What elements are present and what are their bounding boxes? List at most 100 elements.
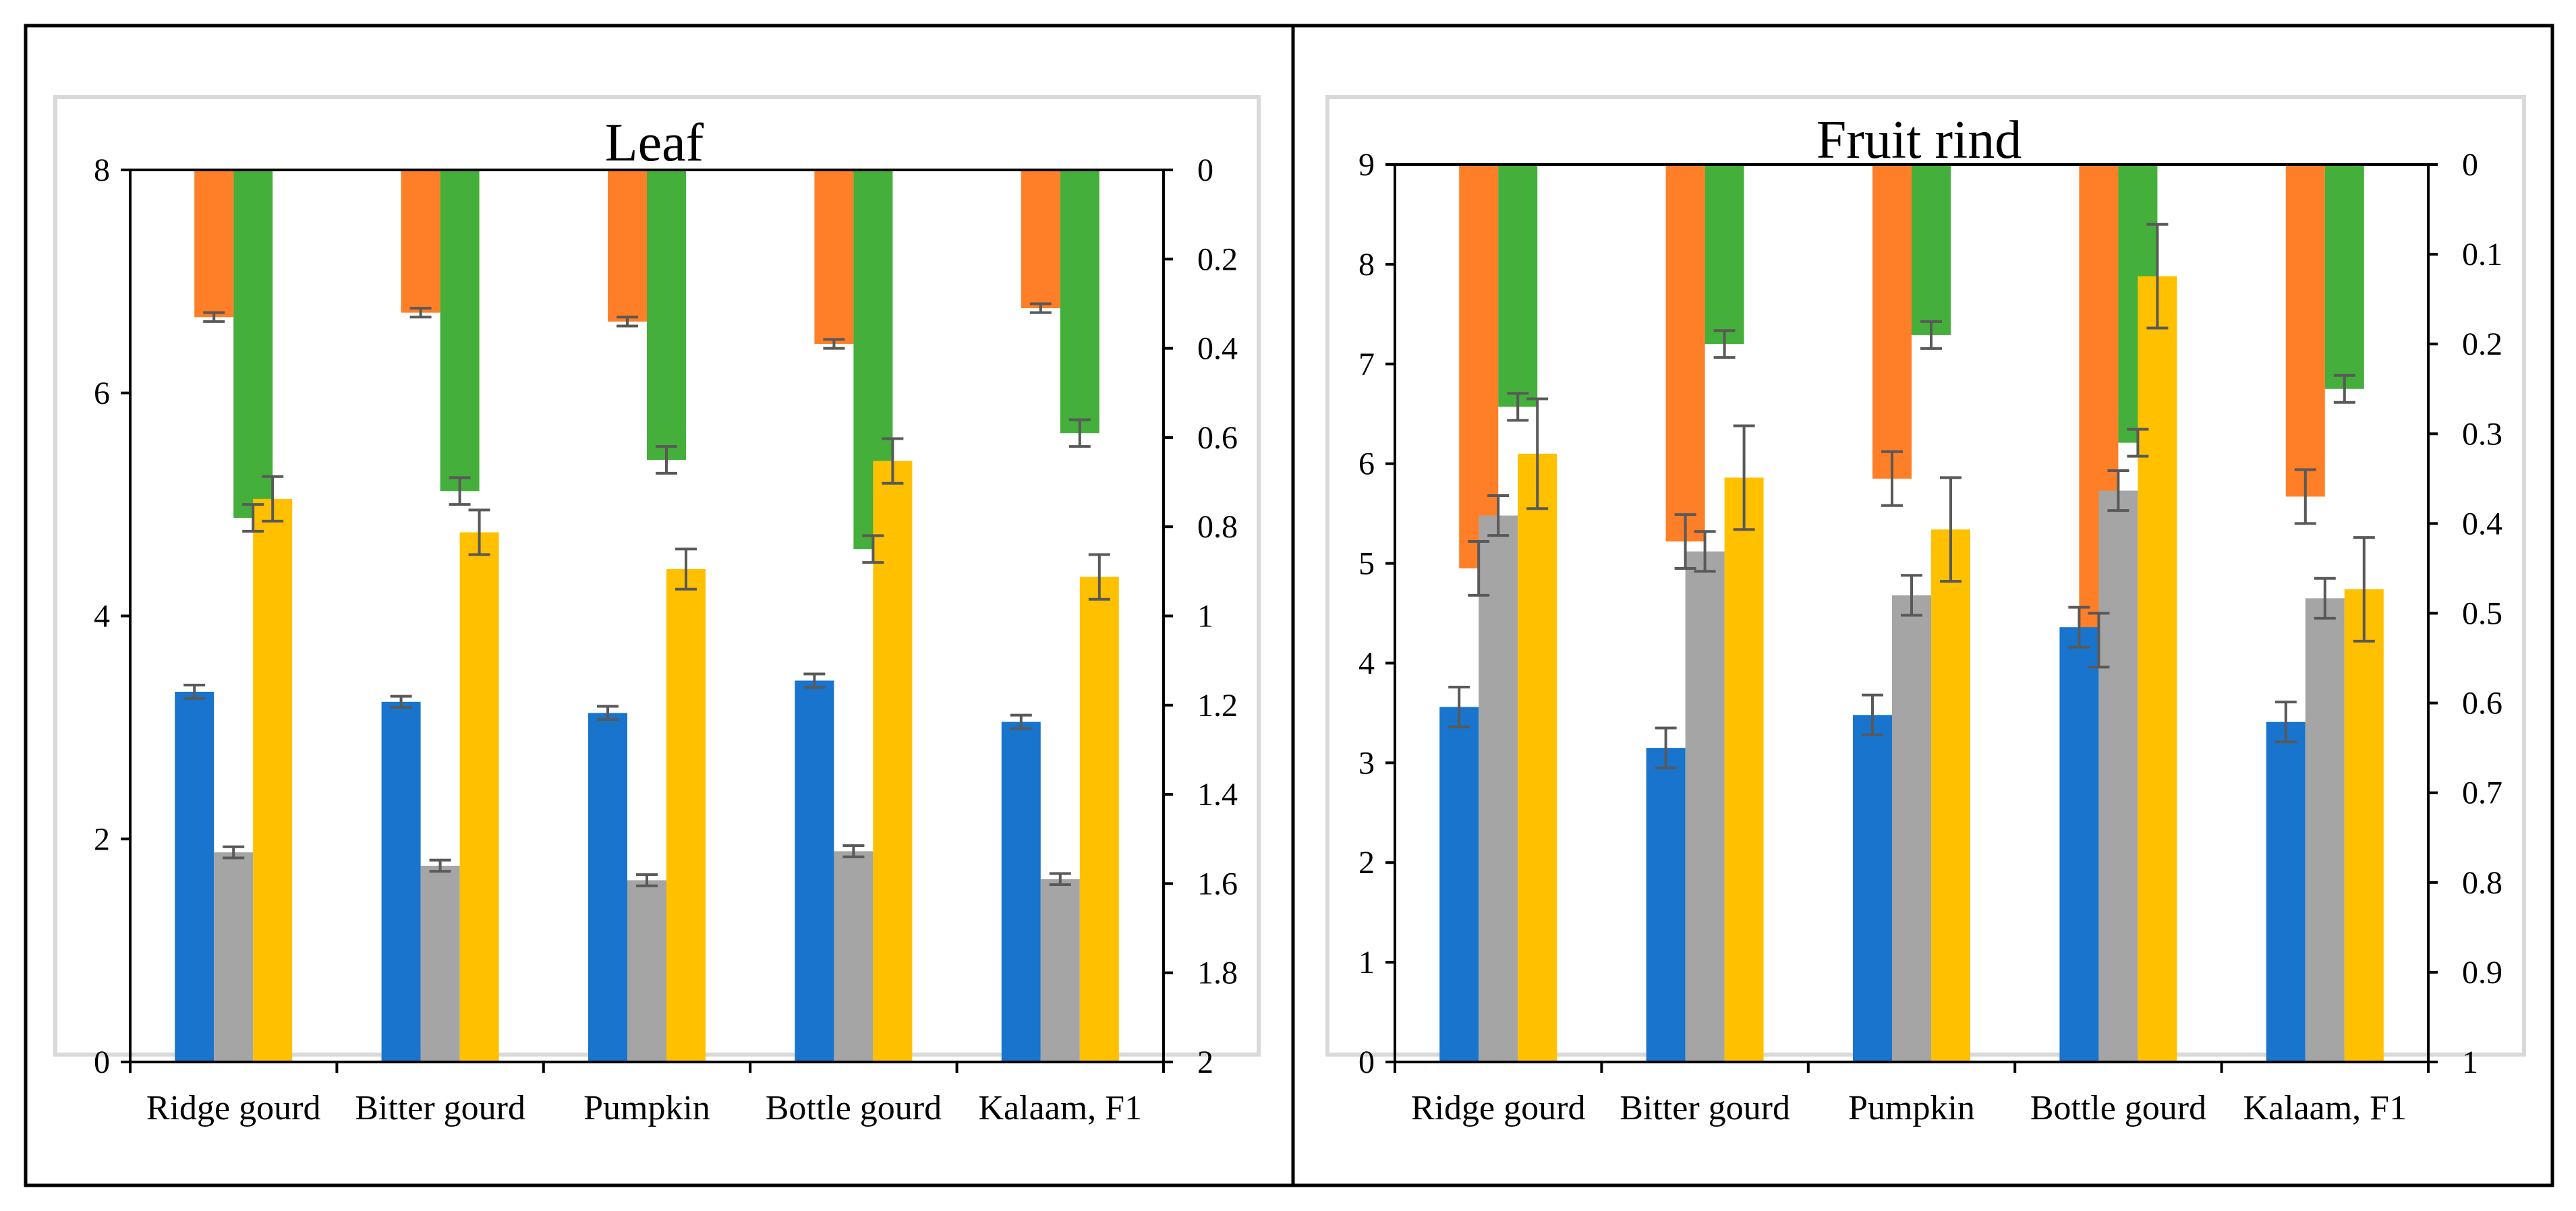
leaf-green-bar-5 (1060, 170, 1099, 434)
leaf-orange-bar-4 (814, 170, 854, 344)
leaf-orange-bar-1 (194, 170, 234, 318)
fruit-rind-left-tick-label-5: 5 (1358, 546, 1375, 582)
leaf-right-tick-label-8: 1.6 (1197, 866, 1238, 902)
fruit-rind-left-tick-label-3: 3 (1358, 745, 1375, 781)
fruit-rind-right-tick-label-7: 0.7 (2462, 775, 2502, 811)
fruit-rind-right-tick-label-6: 0.6 (2462, 686, 2502, 721)
leaf-left-tick-label-4: 8 (94, 152, 110, 188)
leaf-gray-bar-2 (420, 865, 460, 1062)
leaf-gray-bar-5 (1040, 879, 1080, 1062)
leaf-chart-title: Leaf (605, 113, 704, 173)
leaf-right-tick-label-4: 0.8 (1197, 509, 1238, 545)
leaf-yellow-bar-1 (253, 498, 293, 1062)
fruit-rind-panel: Fruit rind 0 1 2 3 4 5 6 7 8 9 0 0.1 0.2 0.3 0.4 0.5 0.6… (1325, 95, 2526, 1127)
fruit-rind-blue-bar-5 (2266, 721, 2306, 1062)
leaf-blue-bar-4 (795, 680, 834, 1062)
fruit-rind-blue-bar-2 (1646, 748, 1686, 1062)
leaf-orange-bar-3 (608, 170, 647, 322)
leaf-right-tick-label-3: 0.6 (1197, 420, 1238, 456)
leaf-yellow-bar-2 (459, 532, 499, 1062)
leaf-gray-bar-3 (627, 880, 666, 1062)
leaf-green-bar-2 (440, 170, 480, 492)
fruit-rind-right-tick-label-3: 0.3 (2462, 416, 2502, 452)
leaf-gray-bar-4 (834, 851, 874, 1062)
leaf-right-tick-label-2: 0.4 (1197, 331, 1238, 367)
fruit-rind-category-label-1: Ridge gourd (1411, 1089, 1586, 1127)
leaf-bars (175, 170, 1119, 1062)
leaf-category-label-1: Ridge gourd (146, 1089, 321, 1127)
leaf-blue-bar-1 (175, 691, 214, 1062)
fruit-rind-yellow-bar-3 (1931, 529, 1970, 1062)
leaf-error-bars (183, 302, 1110, 887)
leaf-blue-bar-3 (588, 713, 627, 1062)
leaf-left-tick-label-2: 4 (94, 599, 110, 634)
leaf-orange-bar-5 (1021, 170, 1060, 309)
fruit-rind-category-label-2: Bitter gourd (1620, 1089, 1790, 1127)
fruit-rind-blue-bar-1 (1439, 707, 1479, 1062)
fruit-rind-blue-bar-3 (1853, 715, 1892, 1062)
fruit-rind-category-label-4: Bottle gourd (2030, 1089, 2206, 1127)
fruit-rind-left-tick-label-6: 6 (1358, 446, 1375, 482)
leaf-blue-bar-5 (1001, 721, 1041, 1062)
fruit-rind-yellow-bar-2 (1724, 477, 1764, 1062)
leaf-right-tick-label-1: 0.2 (1197, 241, 1238, 277)
fruit-rind-left-tick-label-9: 9 (1358, 147, 1375, 183)
leaf-right-tick-label-0: 0 (1197, 152, 1213, 188)
leaf-yellow-bar-5 (1079, 577, 1119, 1062)
leaf-blue-bar-2 (381, 701, 421, 1062)
fruit-rind-category-label-5: Kalaam, F1 (2243, 1089, 2407, 1127)
fruit-rind-right-tick-label-9: 0.9 (2462, 955, 2502, 991)
leaf-green-bar-1 (233, 170, 273, 518)
fruit-rind-right-tick-label-0: 0 (2462, 147, 2478, 183)
fruit-rind-right-tick-label-10: 1 (2462, 1044, 2478, 1080)
leaf-category-label-3: Pumpkin (583, 1089, 710, 1127)
fruit-rind-orange-bar-1 (1459, 165, 1499, 568)
fruit-rind-right-tick-label-2: 0.2 (2462, 326, 2502, 362)
leaf-right-tick-label-5: 1 (1197, 599, 1213, 634)
fruit-rind-yellow-bar-5 (2344, 589, 2384, 1062)
fruit-rind-gray-bar-1 (1479, 515, 1518, 1062)
fruit-rind-right-tick-label-5: 0.5 (2462, 596, 2502, 632)
leaf-panel: Leaf 0 2 4 6 8 0 0.2 0.4 0.6 0.8 1 1.2 1.4 1.6 1.8 2 Rid… (53, 95, 1261, 1127)
fruit-rind-left-tick-label-1: 1 (1358, 945, 1375, 980)
fruit-rind-right-tick-label-1: 0.1 (2462, 237, 2502, 272)
fruit-rind-gray-bar-2 (1685, 551, 1725, 1062)
fruit-rind-green-bar-1 (1498, 165, 1538, 407)
fruit-rind-right-tick-label-8: 0.8 (2462, 865, 2502, 901)
leaf-left-tick-label-3: 6 (94, 376, 110, 411)
leaf-category-label-2: Bitter gourd (355, 1089, 525, 1127)
fruit-rind-right-tick-label-4: 0.4 (2462, 506, 2502, 541)
fruit-rind-gray-bar-3 (1892, 595, 1931, 1062)
fruit-rind-plot: 0 1 2 3 4 5 6 7 8 9 0 0.1 0.2 0.3 0.4 0.5 0.6 0.7 0.8 0.9 1 R… (1358, 147, 2502, 1127)
fruit-rind-orange-bar-2 (1665, 165, 1705, 542)
fruit-rind-left-tick-label-7: 7 (1358, 347, 1375, 382)
fruit-rind-gray-bar-4 (2098, 490, 2138, 1062)
leaf-category-label-5: Kalaam, F1 (978, 1089, 1142, 1127)
fruit-rind-green-bar-3 (1912, 165, 1951, 335)
fruit-rind-yellow-bar-4 (2138, 276, 2177, 1063)
fruit-rind-category-label-3: Pumpkin (1848, 1089, 1975, 1127)
fruit-rind-yellow-bar-1 (1518, 453, 1557, 1062)
leaf-right-tick-label-9: 1.8 (1197, 955, 1238, 991)
leaf-yellow-bar-3 (666, 569, 706, 1062)
leaf-green-bar-3 (647, 170, 686, 460)
fruit-rind-green-bar-2 (1705, 165, 1744, 345)
fruit-rind-chart-title: Fruit rind (1816, 111, 2022, 170)
fruit-rind-left-tick-label-0: 0 (1358, 1044, 1375, 1080)
fruit-rind-error-bars (1448, 223, 2375, 769)
leaf-left-tick-label-0: 0 (94, 1044, 110, 1080)
leaf-plot: 0 2 4 6 8 0 0.2 0.4 0.6 0.8 1 1.2 1.4 1.6 1.8 2 Ridge go… (94, 152, 1238, 1127)
fruit-rind-orange-bar-5 (2285, 165, 2325, 497)
leaf-right-tick-label-6: 1.2 (1197, 688, 1238, 723)
fruit-rind-bars (1439, 165, 2384, 1063)
leaf-right-tick-label-10: 2 (1197, 1044, 1213, 1080)
leaf-left-tick-label-1: 2 (94, 821, 110, 857)
fruit-rind-green-bar-5 (2324, 165, 2364, 389)
leaf-gray-bar-1 (214, 852, 254, 1062)
fruit-rind-left-tick-label-8: 8 (1358, 247, 1375, 283)
fruit-rind-left-tick-label-2: 2 (1358, 845, 1375, 881)
fruit-rind-gray-bar-5 (2305, 598, 2345, 1062)
fruit-rind-left-tick-label-4: 4 (1358, 645, 1375, 681)
leaf-right-tick-label-7: 1.4 (1197, 777, 1238, 813)
